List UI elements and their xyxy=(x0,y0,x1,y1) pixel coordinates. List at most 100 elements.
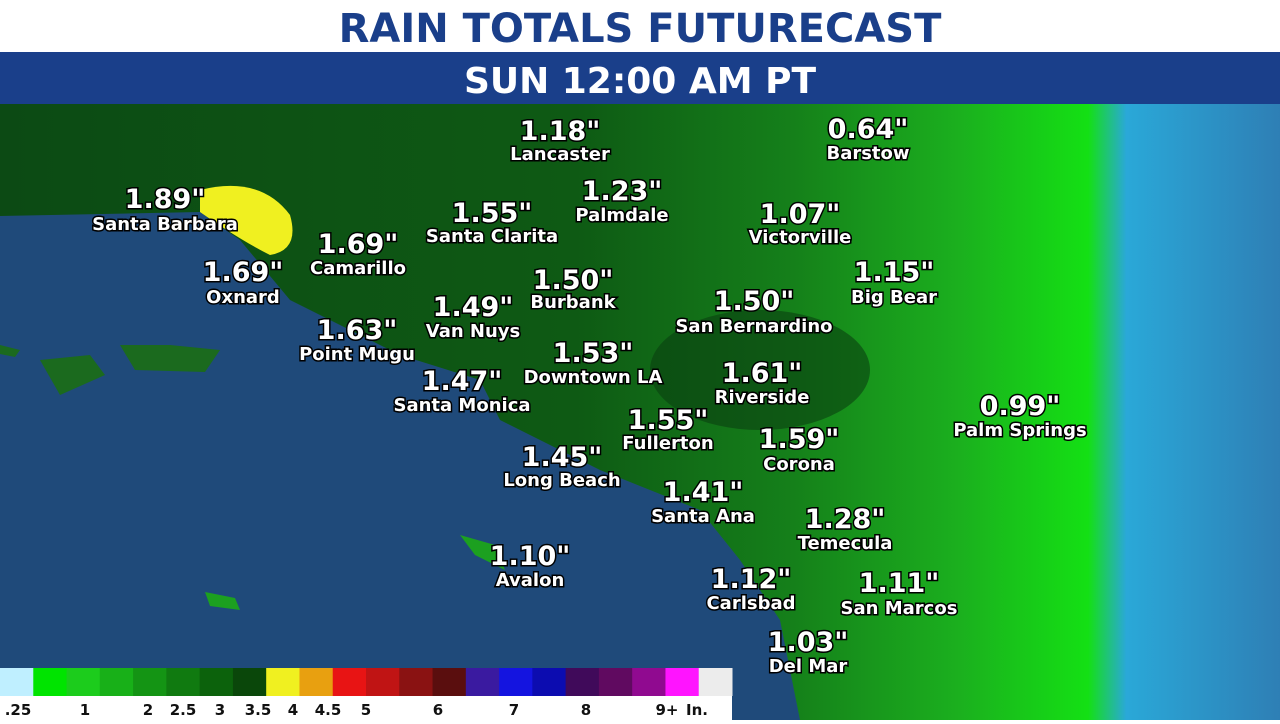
island xyxy=(205,592,240,610)
city-name: Santa Clarita xyxy=(426,226,558,247)
legend-label: 8 xyxy=(581,701,591,719)
rain-zone-yellow xyxy=(200,185,293,255)
city-value: 0.64" xyxy=(828,114,909,145)
legend-swatch xyxy=(133,668,167,696)
city-value: 1.69" xyxy=(203,257,284,288)
legend-swatch xyxy=(366,668,400,696)
island xyxy=(120,345,220,372)
city-name: Santa Monica xyxy=(393,395,530,416)
legend-label: 6 xyxy=(433,701,443,719)
legend-swatch xyxy=(266,668,300,696)
city-value: 1.18" xyxy=(520,116,601,147)
city-value: 1.89" xyxy=(125,184,206,215)
city-value: 1.50" xyxy=(714,286,795,317)
legend-swatch xyxy=(532,668,567,696)
legend-swatch xyxy=(232,668,267,696)
legend-label: 4 xyxy=(288,701,298,719)
legend-swatch xyxy=(598,668,633,696)
city-value: 0.99" xyxy=(980,391,1061,422)
city-name: Camarillo xyxy=(310,258,406,279)
city-name: Point Mugu xyxy=(299,344,415,365)
city-value: 1.55" xyxy=(628,405,709,436)
city-value: 1.45" xyxy=(522,442,603,473)
title-bg xyxy=(0,0,1280,52)
city-value: 1.61" xyxy=(722,358,803,389)
legend-swatch xyxy=(99,668,134,696)
legend-label: 2 xyxy=(143,701,153,719)
city-labels: 1.18"Lancaster 0.64"Barstow 1.23"Palmdale 1… xyxy=(91,113,1089,679)
city-value: 1.50" xyxy=(533,265,614,296)
legend-swatch xyxy=(399,668,434,696)
city-name: San Bernardino xyxy=(675,316,832,337)
legend: .25 1 2 2.5 3 3.5 4 4.5 5 6 7 8 9+ In. xyxy=(0,668,733,719)
subtitle: SUN 12:00 AM PT xyxy=(464,61,817,102)
legend-swatch xyxy=(33,668,68,696)
city-name: Carlsbad xyxy=(706,593,795,614)
city-value: 1.41" xyxy=(663,477,744,508)
city-value: 1.47" xyxy=(422,366,503,397)
legend-label: 3 xyxy=(215,701,225,719)
subtitle-bg xyxy=(0,52,1280,104)
legend-swatch xyxy=(199,668,234,696)
rain-zone xyxy=(650,310,870,430)
city-name: Avalon xyxy=(496,570,565,591)
city-name: Temecula xyxy=(798,533,893,554)
legend-label: .25 xyxy=(5,701,32,719)
legend-label: 1 xyxy=(80,701,90,719)
legend-swatch xyxy=(632,668,666,696)
city-value: 1.15" xyxy=(854,257,935,288)
city-name: Burbank xyxy=(530,292,616,313)
city-name: Victorville xyxy=(749,227,852,248)
city-name: Oxnard xyxy=(206,287,280,308)
legend-label: 5 xyxy=(361,701,371,719)
city-value: 1.23" xyxy=(582,176,663,207)
legend-swatch xyxy=(665,668,700,696)
island xyxy=(460,535,505,570)
city-name: Barstow xyxy=(826,143,909,164)
city-value: 1.10" xyxy=(490,541,571,572)
city-name: Riverside xyxy=(715,387,810,408)
city-value: 1.49" xyxy=(433,292,514,323)
legend-label: 3.5 xyxy=(245,701,272,719)
legend-swatch xyxy=(432,668,467,696)
city-value: 1.63" xyxy=(317,315,398,346)
city-value: 1.55" xyxy=(452,198,533,229)
city-value: 1.28" xyxy=(805,504,886,535)
city-value: 1.07" xyxy=(760,199,841,230)
city-value: 1.59" xyxy=(759,424,840,455)
legend-label: 9+ xyxy=(655,701,678,719)
legend-swatch xyxy=(565,668,600,696)
legend-swatch xyxy=(0,668,34,696)
legend-swatch xyxy=(299,668,334,696)
city-name: Fullerton xyxy=(622,433,713,454)
city-name: Palm Springs xyxy=(953,420,1086,441)
city-value: 1.03" xyxy=(768,627,849,658)
city-name: Santa Ana xyxy=(651,506,755,527)
city-value: 1.53" xyxy=(553,338,634,369)
legend-label: In. xyxy=(686,701,708,719)
legend-swatch xyxy=(166,668,201,696)
city-name: Big Bear xyxy=(851,287,937,308)
land xyxy=(0,104,1280,720)
city-name: San Marcos xyxy=(841,598,958,619)
island xyxy=(40,355,105,395)
city-name: Santa Barbara xyxy=(92,214,238,235)
title: RAIN TOTALS FUTURECAST xyxy=(339,6,943,52)
city-name: Van Nuys xyxy=(426,321,521,342)
city-name: Corona xyxy=(763,454,835,475)
legend-label: 7 xyxy=(509,701,519,719)
city-value: 1.12" xyxy=(711,564,792,595)
legend-swatch xyxy=(332,668,367,696)
legend-swatch xyxy=(66,668,101,696)
legend-label: 4.5 xyxy=(315,701,342,719)
legend-swatch xyxy=(698,668,733,696)
city-name: Long Beach xyxy=(503,470,620,491)
island xyxy=(0,345,20,357)
legend-swatch xyxy=(499,668,533,696)
city-value: 1.11" xyxy=(859,568,940,599)
city-value: 1.69" xyxy=(318,229,399,260)
legend-label: 2.5 xyxy=(170,701,197,719)
legend-swatch xyxy=(465,668,500,696)
